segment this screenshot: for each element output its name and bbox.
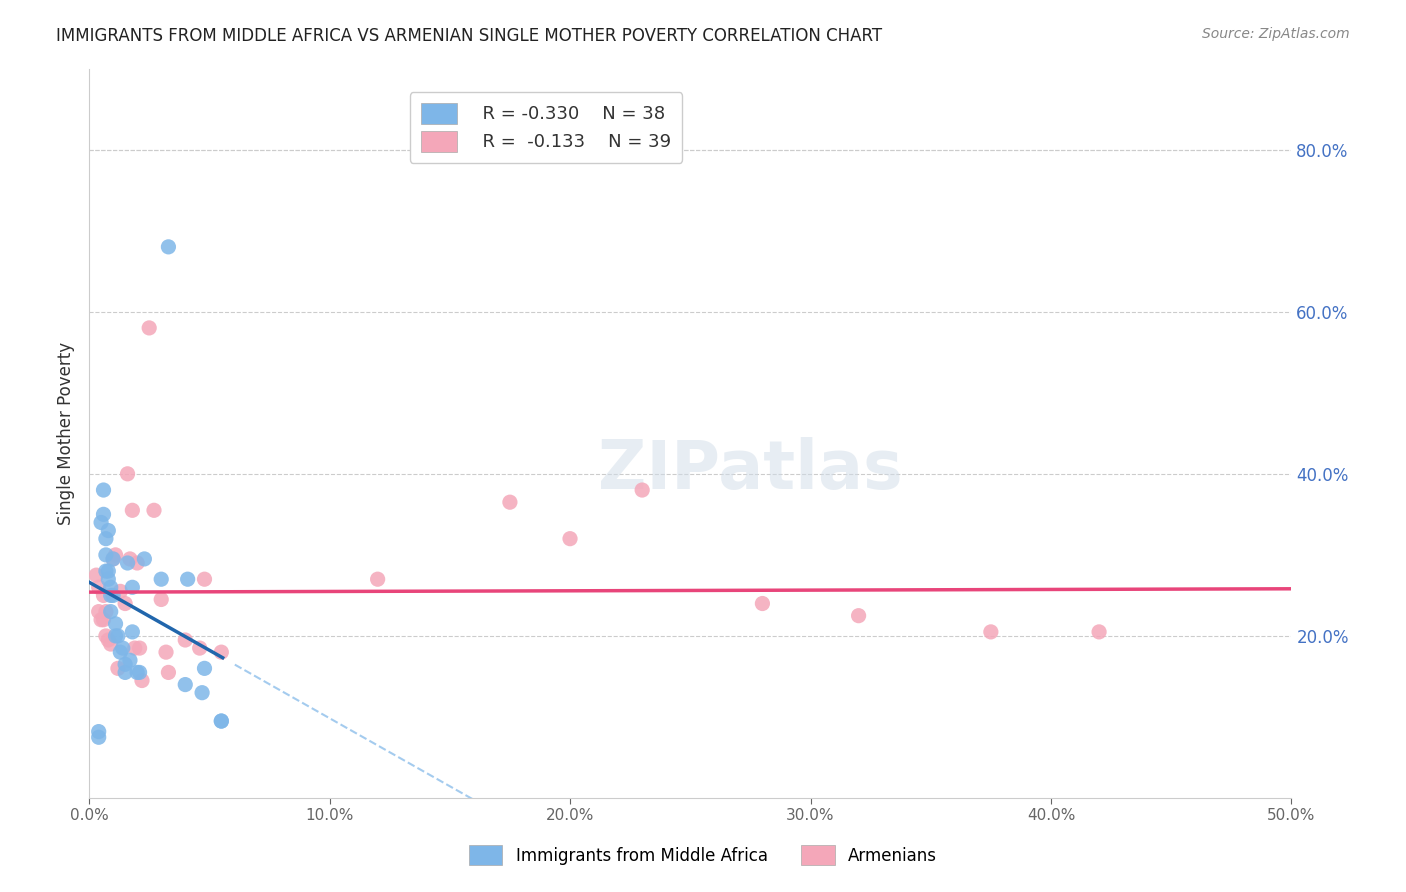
Point <box>94 564 117 578</box>
Point <box>121 503 143 517</box>
Point <box>84 568 107 582</box>
Point <box>367 572 389 586</box>
Point <box>209 714 232 728</box>
Point <box>111 641 134 656</box>
Point <box>143 503 166 517</box>
Point <box>131 673 153 688</box>
Point <box>114 657 136 672</box>
Point <box>100 637 122 651</box>
Point <box>121 580 143 594</box>
Point <box>1088 624 1111 639</box>
Point <box>93 508 115 522</box>
Point <box>101 552 124 566</box>
Y-axis label: Single Mother Poverty: Single Mother Poverty <box>58 342 75 524</box>
Point <box>110 645 132 659</box>
Point <box>631 483 654 497</box>
Point <box>97 632 120 647</box>
Point <box>174 632 197 647</box>
Point <box>128 641 150 656</box>
Point <box>97 572 120 586</box>
Point <box>97 524 120 538</box>
Point <box>134 552 156 566</box>
Point <box>150 592 173 607</box>
Point <box>100 580 122 594</box>
Point <box>121 624 143 639</box>
Point <box>87 605 110 619</box>
Point <box>94 532 117 546</box>
Point <box>124 641 146 656</box>
Point <box>209 645 232 659</box>
Point <box>101 589 124 603</box>
Point <box>209 714 232 728</box>
Text: Source: ZipAtlas.com: Source: ZipAtlas.com <box>1202 27 1350 41</box>
Point <box>104 548 127 562</box>
Point <box>104 629 127 643</box>
Point <box>188 641 211 656</box>
Point <box>110 584 132 599</box>
Point <box>138 321 160 335</box>
Point <box>751 597 773 611</box>
Point <box>558 532 581 546</box>
Point <box>117 556 139 570</box>
Point <box>499 495 522 509</box>
Point <box>87 724 110 739</box>
Point <box>104 616 127 631</box>
Point <box>118 552 141 566</box>
Legend: Immigrants from Middle Africa, Armenians: Immigrants from Middle Africa, Armenians <box>460 836 946 875</box>
Point <box>128 665 150 680</box>
Point <box>174 677 197 691</box>
Point <box>100 605 122 619</box>
Point <box>87 731 110 745</box>
Point <box>176 572 198 586</box>
Point <box>127 665 149 680</box>
Point <box>193 572 215 586</box>
Point <box>157 665 180 680</box>
Point <box>107 629 129 643</box>
Point <box>980 624 1002 639</box>
Point <box>191 686 214 700</box>
Point <box>155 645 177 659</box>
Point <box>101 552 124 566</box>
Point <box>87 580 110 594</box>
Point <box>848 608 870 623</box>
Point <box>157 240 180 254</box>
Point <box>90 613 112 627</box>
Point <box>118 653 141 667</box>
Point <box>127 556 149 570</box>
Point <box>100 589 122 603</box>
Point <box>90 516 112 530</box>
Point <box>93 589 115 603</box>
Point <box>93 613 115 627</box>
Point <box>114 597 136 611</box>
Point <box>114 665 136 680</box>
Point <box>94 629 117 643</box>
Point <box>93 483 115 497</box>
Point <box>193 661 215 675</box>
Text: IMMIGRANTS FROM MIDDLE AFRICA VS ARMENIAN SINGLE MOTHER POVERTY CORRELATION CHAR: IMMIGRANTS FROM MIDDLE AFRICA VS ARMENIA… <box>56 27 883 45</box>
Text: ZIPatlas: ZIPatlas <box>598 437 903 503</box>
Point <box>150 572 173 586</box>
Point <box>117 467 139 481</box>
Point <box>94 548 117 562</box>
Point <box>94 605 117 619</box>
Legend:   R = -0.330    N = 38,   R =  -0.133    N = 39: R = -0.330 N = 38, R = -0.133 N = 39 <box>409 92 682 162</box>
Point <box>97 564 120 578</box>
Point <box>107 661 129 675</box>
